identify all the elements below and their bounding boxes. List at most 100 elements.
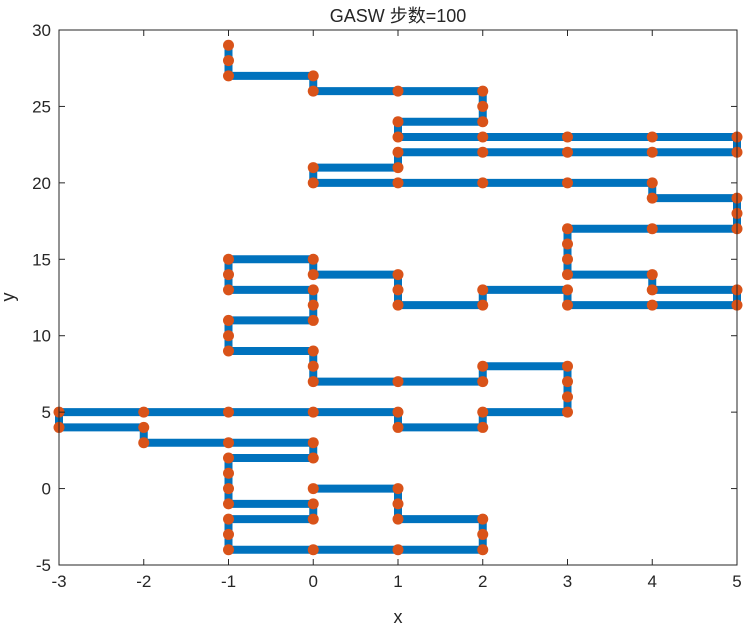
x-tick-label: -1 — [221, 572, 236, 591]
walk-point-marker — [307, 406, 319, 418]
walk-point-marker — [223, 253, 234, 265]
walk-point-marker — [646, 131, 658, 143]
walk-point-marker — [138, 421, 150, 433]
walk-point-marker — [562, 238, 573, 250]
walk-point-marker — [562, 284, 573, 296]
x-tick-label: -3 — [51, 572, 66, 591]
walk-point-marker — [392, 269, 404, 281]
y-tick-label: -5 — [36, 556, 51, 575]
walk-point-marker — [477, 284, 489, 296]
walk-point-marker — [223, 513, 234, 525]
walk-point-marker — [307, 85, 319, 97]
walk-point-marker — [562, 360, 573, 372]
walk-point-marker — [477, 177, 489, 189]
walk-point-marker — [562, 177, 573, 189]
y-tick-label: 25 — [32, 97, 51, 116]
x-axis-label: x — [394, 607, 403, 627]
walk-point-marker — [307, 314, 319, 326]
y-tick-label: 30 — [32, 21, 51, 40]
walk-point-marker — [223, 269, 234, 281]
x-tick-label: 1 — [393, 572, 402, 591]
x-tick-label: -2 — [136, 572, 151, 591]
x-tick-label: 5 — [732, 572, 741, 591]
walk-point-marker — [392, 299, 404, 311]
walk-point-marker — [392, 421, 404, 433]
walk-point-marker — [477, 421, 489, 433]
walk-point-marker — [646, 223, 658, 235]
walk-point-marker — [392, 146, 404, 158]
walk-point-marker — [392, 498, 404, 510]
walk-point-marker — [477, 100, 489, 112]
walk-point-marker — [307, 70, 319, 82]
walk-point-marker — [562, 146, 573, 158]
walk-point-marker — [223, 55, 234, 67]
walk-point-marker — [223, 498, 234, 510]
walk-point-marker — [223, 467, 234, 479]
walk-point-marker — [562, 269, 573, 281]
y-tick-label: 20 — [32, 174, 51, 193]
walk-point-marker — [307, 345, 319, 357]
walk-point-marker — [392, 177, 404, 189]
walk-point-marker — [646, 192, 658, 204]
x-tick-label: 3 — [563, 572, 572, 591]
walk-point-marker — [138, 406, 150, 418]
walk-point-marker — [477, 544, 489, 556]
walk-point-marker — [223, 345, 234, 357]
x-tick-label: 0 — [309, 572, 318, 591]
walk-point-marker — [307, 376, 319, 388]
walk-point-marker — [477, 131, 489, 143]
walk-point-marker — [646, 284, 658, 296]
walk-point-marker — [562, 391, 573, 403]
walk-point-marker — [307, 177, 319, 189]
walk-point-marker — [307, 544, 319, 556]
walk-point-marker — [392, 483, 404, 495]
walk-point-marker — [562, 131, 573, 143]
walk-point-marker — [307, 162, 319, 174]
x-tick-label: 2 — [478, 572, 487, 591]
walk-point-marker — [477, 376, 489, 388]
walk-point-marker — [646, 269, 658, 281]
walk-point-marker — [223, 452, 234, 464]
marker-layer — [53, 39, 743, 556]
walk-point-marker — [307, 437, 319, 449]
walk-point-marker — [307, 299, 319, 311]
walk-point-marker — [307, 253, 319, 265]
walk-point-marker — [392, 116, 404, 128]
walk-point-marker — [646, 146, 658, 158]
walk-point-marker — [223, 330, 234, 342]
walk-point-marker — [392, 376, 404, 388]
tick-layer: -3 -2 -1 0 1 2 3 4 5 -5 0 5 10 15 20 25 30 — [32, 21, 742, 591]
walk-point-marker — [477, 116, 489, 128]
y-tick-label: 10 — [32, 327, 51, 346]
walk-point-marker — [307, 483, 319, 495]
walk-point-marker — [562, 376, 573, 388]
chart-title: GASW 步数=100 — [330, 6, 467, 26]
walk-point-marker — [392, 85, 404, 97]
walk-point-marker — [223, 406, 234, 418]
walk-point-marker — [562, 253, 573, 265]
walk-point-marker — [477, 85, 489, 97]
walk-point-marker — [307, 513, 319, 525]
walk-point-marker — [562, 406, 573, 418]
walk-point-marker — [562, 299, 573, 311]
walk-point-marker — [307, 360, 319, 372]
walk-point-marker — [477, 513, 489, 525]
walk-point-marker — [307, 498, 319, 510]
y-axis-label: y — [0, 293, 18, 302]
walk-point-marker — [223, 544, 234, 556]
y-tick-label: 15 — [32, 250, 51, 269]
walk-point-marker — [138, 437, 150, 449]
walk-point-marker — [223, 483, 234, 495]
walk-point-marker — [477, 528, 489, 540]
walk-point-marker — [392, 284, 404, 296]
walk-point-marker — [223, 314, 234, 326]
walk-point-marker — [477, 406, 489, 418]
walk-point-marker — [223, 70, 234, 82]
walk-point-marker — [477, 299, 489, 311]
walk-point-marker — [307, 452, 319, 464]
walk-point-marker — [223, 437, 234, 449]
walk-point-marker — [562, 223, 573, 235]
walk-point-marker — [392, 544, 404, 556]
walk-point-marker — [392, 513, 404, 525]
